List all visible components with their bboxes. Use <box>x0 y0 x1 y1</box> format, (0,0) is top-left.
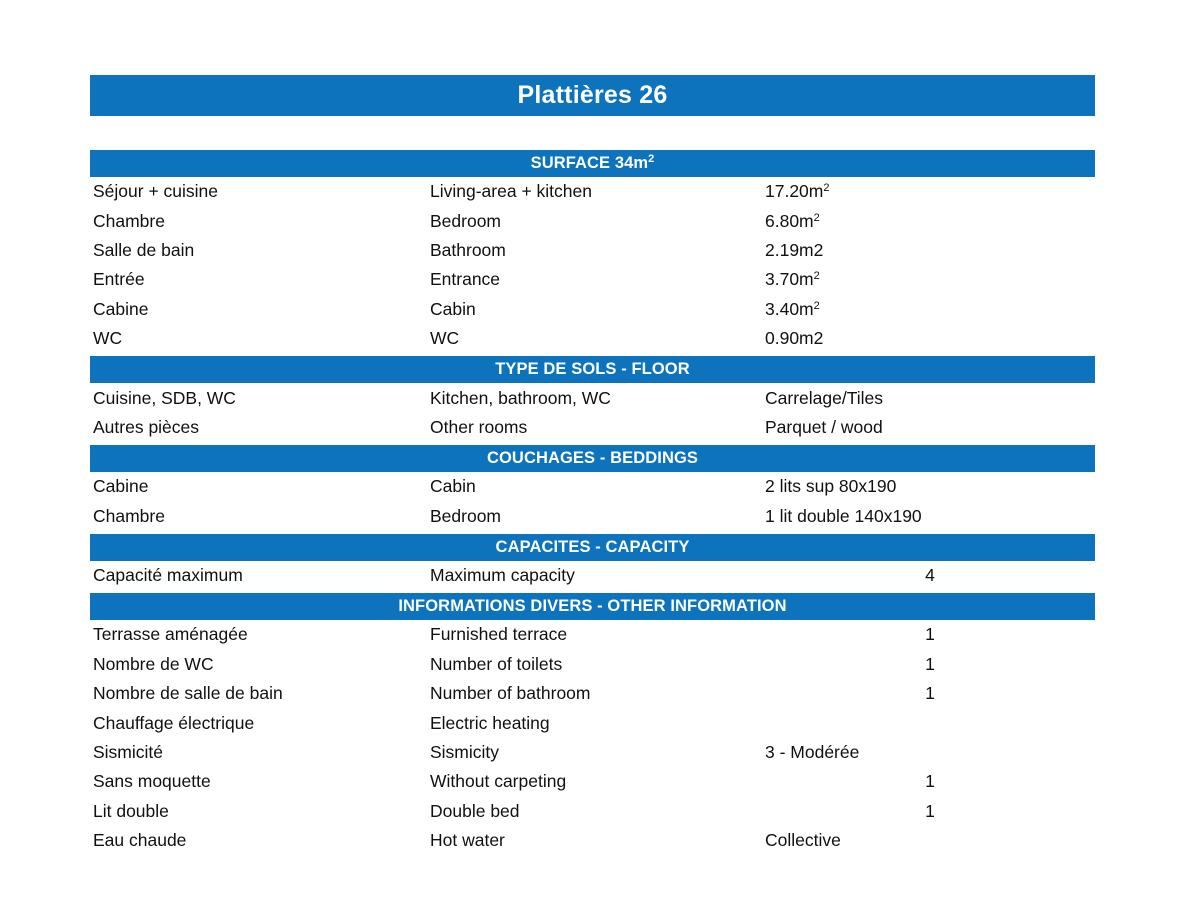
cell-value: Collective <box>765 830 841 851</box>
cell-label-fr: Nombre de WC <box>93 653 214 674</box>
cell-value: 6.80m2 <box>765 210 820 231</box>
page-title: Plattières 26 <box>517 81 668 109</box>
cell-label-en: Without carpeting <box>430 771 567 792</box>
cell-label-fr: Capacité maximum <box>93 565 243 586</box>
cell-label-fr: Cabine <box>93 476 149 497</box>
cell-number: 1 <box>925 624 935 645</box>
cell-number: 1 <box>925 800 935 821</box>
cell-label-en: Bedroom <box>430 505 502 526</box>
section-header-other-information: INFORMATIONS DIVERS - OTHER INFORMATION <box>90 593 1095 621</box>
cell-label-en: Kitchen, bathroom, WC <box>430 387 611 408</box>
cell-label-en: Entrance <box>430 269 501 290</box>
cell-label-en: Double bed <box>430 800 520 821</box>
cell-value: 3.70m2 <box>765 269 820 290</box>
cell-value: 2.19m2 <box>765 239 824 260</box>
superscript: 2 <box>648 153 655 165</box>
superscript: 2 <box>813 211 820 224</box>
section-header-beddings: COUCHAGES - BEDDINGS <box>90 445 1095 473</box>
cell-label-en: Other rooms <box>430 416 528 437</box>
table-row: Lit double Double bed 1 <box>90 797 1095 826</box>
cell-label-en: Sismicity <box>430 742 500 763</box>
cell-label-fr: Nombre de salle de bain <box>93 683 283 704</box>
cell-label-fr: Chauffage électrique <box>93 712 255 733</box>
table-row: Salle de bain Bathroom 2.19m2 <box>90 236 1095 265</box>
cell-value: 2 lits sup 80x190 <box>765 476 897 497</box>
table-row: Eau chaude Hot water Collective <box>90 826 1095 855</box>
table-row: Capacité maximum Maximum capacity 4 <box>90 561 1095 590</box>
table-row: Chauffage électrique Electric heating <box>90 708 1095 737</box>
table-row: Séjour + cuisine Living-area + kitchen 1… <box>90 177 1095 206</box>
section-header-label: COUCHAGES - BEDDINGS <box>486 449 698 468</box>
table-row: Chambre Bedroom 1 lit double 140x190 <box>90 502 1095 531</box>
cell-value: 3.40m2 <box>765 298 820 319</box>
cell-label-en: WC <box>430 328 460 349</box>
cell-label-en: Cabin <box>430 476 476 497</box>
table-row: Sismicité Sismicity 3 - Modérée <box>90 738 1095 767</box>
superscript: 2 <box>823 182 830 195</box>
table-row: Cabine Cabin 2 lits sup 80x190 <box>90 472 1095 501</box>
cell-label-fr: Sans moquette <box>93 771 211 792</box>
cell-value: Parquet / wood <box>765 416 883 437</box>
property-info-sheet: Plattières 26 SURFACE 34m2 Séjour + cuis… <box>90 75 1095 855</box>
section-capacity: CAPACITES - CAPACITY Capacité maximum Ma… <box>90 533 1095 590</box>
cell-label-en: Furnished terrace <box>430 624 568 645</box>
section-surface: SURFACE 34m2 Séjour + cuisine Living-are… <box>90 150 1095 353</box>
cell-label-fr: Autres pièces <box>93 416 200 437</box>
cell-label-fr: WC <box>93 328 123 349</box>
section-header-label: TYPE DE SOLS - FLOOR <box>495 360 690 379</box>
section-header-capacity: CAPACITES - CAPACITY <box>90 533 1095 561</box>
cell-label-en: Number of toilets <box>430 653 563 674</box>
cell-label-fr: Entrée <box>93 269 145 290</box>
cell-label-fr: Chambre <box>93 505 165 526</box>
table-row: Chambre Bedroom 6.80m2 <box>90 206 1095 235</box>
cell-label-fr: Lit double <box>93 800 169 821</box>
cell-label-fr: Chambre <box>93 210 165 231</box>
cell-label-en: Cabin <box>430 298 476 319</box>
cell-value: 1 lit double 140x190 <box>765 505 922 526</box>
cell-label-fr: Séjour + cuisine <box>93 181 219 202</box>
cell-number: 1 <box>925 653 935 674</box>
cell-label-en: Bedroom <box>430 210 502 231</box>
cell-value: 0.90m2 <box>765 328 824 349</box>
cell-number: 1 <box>925 683 935 704</box>
section-header-floor: TYPE DE SOLS - FLOOR <box>90 356 1095 384</box>
cell-label-en: Electric heating <box>430 712 550 733</box>
section-header-surface: SURFACE 34m2 <box>90 150 1095 177</box>
cell-value: 17.20m2 <box>765 181 830 202</box>
table-row: Sans moquette Without carpeting 1 <box>90 767 1095 796</box>
section-header-label: INFORMATIONS DIVERS - OTHER INFORMATION <box>398 597 787 616</box>
cell-label-fr: Eau chaude <box>93 830 187 851</box>
section-header-label: CAPACITES - CAPACITY <box>495 537 690 556</box>
table-row: Cuisine, SDB, WC Kitchen, bathroom, WC C… <box>90 383 1095 412</box>
superscript: 2 <box>813 270 820 283</box>
cell-label-fr: Salle de bain <box>93 239 195 260</box>
section-floor: TYPE DE SOLS - FLOOR Cuisine, SDB, WC Ki… <box>90 356 1095 442</box>
cell-label-en: Maximum capacity <box>430 565 575 586</box>
table-row: Nombre de WC Number of toilets 1 <box>90 650 1095 679</box>
table-row: Nombre de salle de bain Number of bathro… <box>90 679 1095 708</box>
cell-label-en: Bathroom <box>430 239 506 260</box>
table-row: Entrée Entrance 3.70m2 <box>90 265 1095 294</box>
section-other-information: INFORMATIONS DIVERS - OTHER INFORMATION … <box>90 593 1095 855</box>
cell-value: Carrelage/Tiles <box>765 387 884 408</box>
cell-label-fr: Terrasse aménagée <box>93 624 248 645</box>
section-beddings: COUCHAGES - BEDDINGS Cabine Cabin 2 lits… <box>90 445 1095 531</box>
cell-label-fr: Sismicité <box>93 742 164 763</box>
cell-label-fr: Cabine <box>93 298 149 319</box>
cell-label-fr: Cuisine, SDB, WC <box>93 387 236 408</box>
table-row: WC WC 0.90m2 <box>90 324 1095 353</box>
document-title-bar: Plattières 26 <box>90 75 1095 116</box>
table-row: Autres pièces Other rooms Parquet / wood <box>90 413 1095 442</box>
section-header-label: SURFACE 34m2 <box>530 153 655 173</box>
cell-number: 4 <box>925 565 935 586</box>
table-row: Terrasse aménagée Furnished terrace 1 <box>90 620 1095 649</box>
superscript: 2 <box>813 299 820 312</box>
cell-value: 3 - Modérée <box>765 742 860 763</box>
cell-number: 1 <box>925 771 935 792</box>
cell-label-en: Number of bathroom <box>430 683 591 704</box>
cell-label-en: Hot water <box>430 830 505 851</box>
table-row: Cabine Cabin 3.40m2 <box>90 295 1095 324</box>
cell-label-en: Living-area + kitchen <box>430 181 592 202</box>
